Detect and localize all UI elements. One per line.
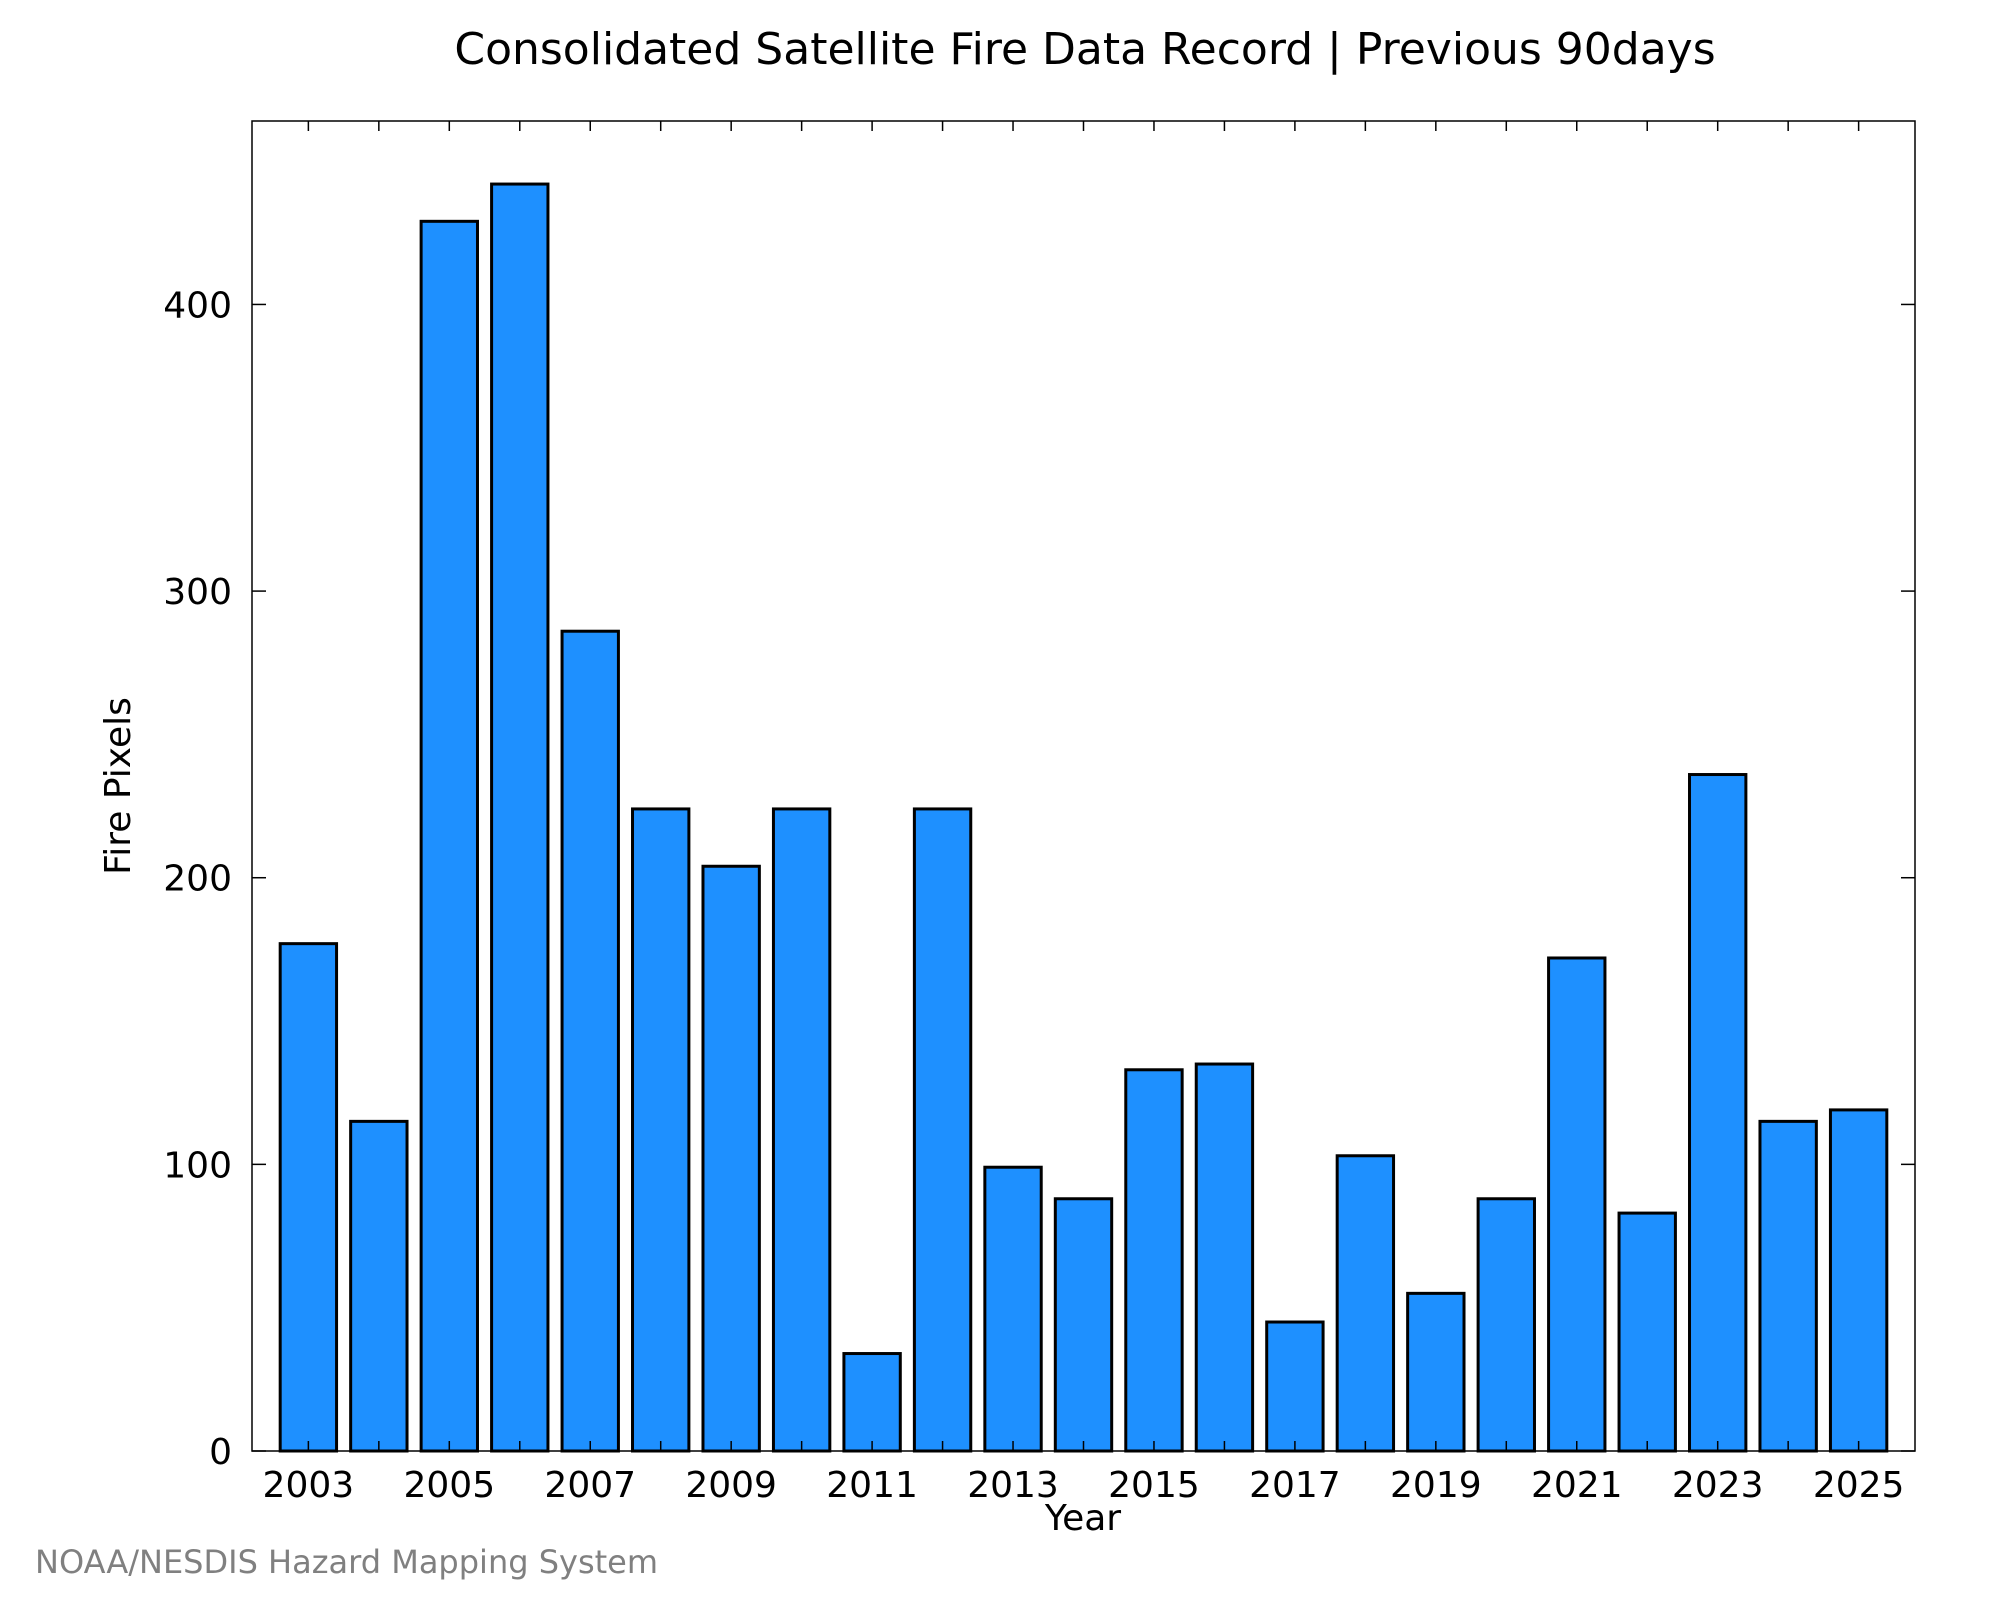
bar-2024 [1758,1119,1818,1453]
bar-2013 [983,1165,1043,1453]
x-tick-label: 2011 [826,1465,918,1506]
bars-group [278,182,1889,1453]
bar-2019 [1406,1291,1466,1453]
bar-2003 [278,942,339,1453]
x-tick-label: 2009 [685,1465,777,1506]
x-tick-label: 2023 [1672,1465,1764,1506]
x-tick-label: 2017 [1249,1465,1341,1506]
x-axis-label: Year [1044,1498,1121,1539]
plot-frame [251,120,1916,1452]
y-tick-label: 0 [209,1432,232,1473]
bar-2021 [1547,956,1607,1453]
bar-2017 [1265,1320,1325,1453]
bar-2007 [560,629,620,1453]
bar-2015 [1124,1068,1184,1453]
y-tick-label: 300 [163,572,232,613]
x-tick-label: 2019 [1390,1465,1482,1506]
x-tick-label: 2007 [544,1465,636,1506]
bar-2025 [1828,1108,1889,1453]
x-tick-label: 2013 [967,1465,1059,1506]
credit-text: NOAA/NESDIS Hazard Mapping System [35,1543,658,1581]
y-axis-label: Fire Pixels [98,697,139,875]
bar-2020 [1476,1197,1536,1453]
y-tick-label: 400 [163,285,232,326]
bar-2018 [1335,1154,1396,1453]
bar-2012 [912,807,973,1453]
y-tick-label: 200 [163,859,232,900]
bar-2005 [419,219,479,1453]
x-ticks-group: 2003 2005 2007 2009 2011 2013 2015 2017 2019 2021… [263,121,1905,1506]
bar-2014 [1053,1197,1114,1453]
x-tick-label: 2021 [1531,1465,1623,1506]
bar-2006 [490,182,550,1453]
bar-2009 [701,864,761,1453]
x-tick-label: 2025 [1813,1465,1905,1506]
chart-title: Consolidated Satellite Fire Data Record … [454,24,1715,75]
x-tick-label: 2015 [1108,1465,1200,1506]
y-ticks-group: 0 100 200 300 400 [163,285,1915,1473]
bar-2011 [842,1352,902,1453]
bar-2008 [631,807,691,1453]
bar-2016 [1194,1062,1255,1453]
y-tick-label: 100 [163,1145,232,1186]
x-tick-label: 2003 [263,1465,355,1506]
bar-2010 [771,807,832,1453]
x-tick-label: 2005 [403,1465,495,1506]
bar-2004 [349,1119,409,1453]
bar-2022 [1617,1211,1677,1453]
bar-2023 [1688,773,1748,1453]
